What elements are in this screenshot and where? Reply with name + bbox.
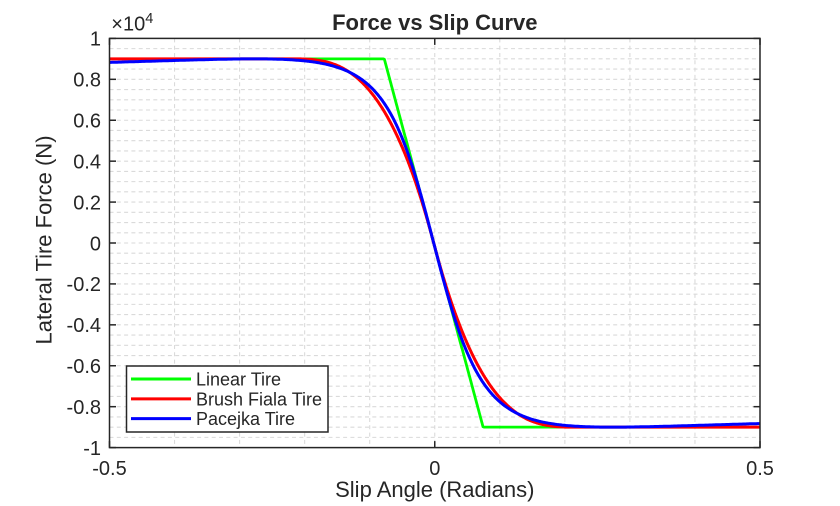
svg-text:Pacejka Tire: Pacejka Tire	[196, 409, 295, 429]
svg-text:-0.4: -0.4	[67, 315, 101, 337]
svg-text:-0.5: -0.5	[92, 458, 126, 480]
svg-text:Brush Fiala Tire: Brush Fiala Tire	[196, 389, 322, 409]
svg-text:0.2: 0.2	[73, 192, 101, 214]
svg-text:-1: -1	[83, 438, 101, 460]
svg-text:0.5: 0.5	[746, 458, 774, 480]
svg-text:Linear Tire: Linear Tire	[196, 370, 281, 390]
svg-text:0.6: 0.6	[73, 111, 101, 133]
svg-text:-0.8: -0.8	[67, 397, 101, 419]
svg-text:0: 0	[90, 233, 101, 255]
svg-text:Force vs Slip Curve: Force vs Slip Curve	[332, 10, 537, 35]
svg-text:0.8: 0.8	[73, 70, 101, 92]
svg-text:Lateral Tire Force (N): Lateral Tire Force (N)	[32, 135, 57, 344]
svg-text:0.4: 0.4	[73, 151, 101, 173]
svg-text:0: 0	[429, 458, 440, 480]
svg-text:1: 1	[90, 29, 101, 51]
svg-text:-0.2: -0.2	[67, 274, 101, 296]
svg-text:Slip Angle (Radians): Slip Angle (Radians)	[335, 477, 534, 502]
svg-text:-0.6: -0.6	[67, 356, 101, 378]
